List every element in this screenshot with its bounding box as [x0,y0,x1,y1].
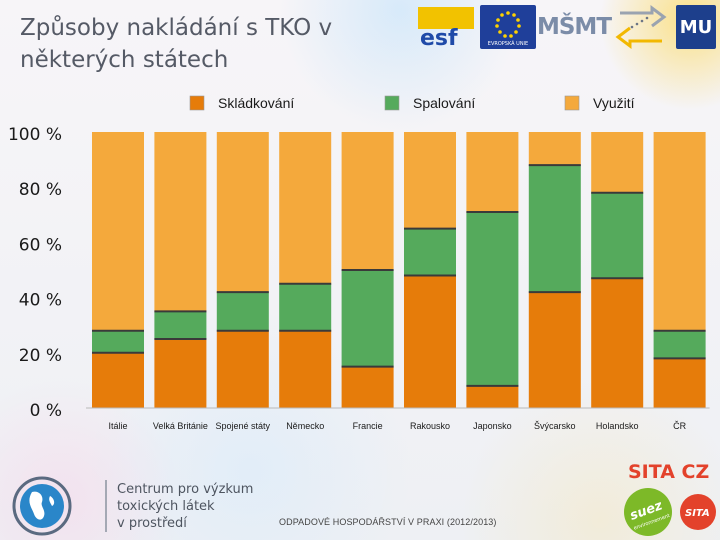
slide-title-line-1: Způsoby nakládání s TKO v [20,15,333,41]
bar-segment-0-1 [154,339,207,408]
bar-segment-1-7 [528,165,581,293]
bar-segment-2-9 [653,132,706,331]
globe-icon [12,476,72,536]
legend-label-0: Skládkování [218,95,294,111]
bar-segment-2-2 [216,132,269,293]
bar-segment-2-3 [279,132,332,284]
eu-stars-icon [495,11,521,38]
x-tick-label: Itálie [108,421,127,431]
bar-segment-0-2 [216,330,269,408]
y-tick-label: 100 % [8,125,62,145]
legend-swatch-0 [189,95,205,111]
suez-logo-circle [624,488,672,536]
bar-segment-2-5 [404,132,456,229]
bar-segment-1-6 [466,212,519,386]
university-logo-text: MU [679,16,713,38]
slide-title-line-2: některých státech [20,47,229,73]
op-logo [612,5,670,49]
x-axis-labels: Itálie Velká Británie Spojené státy Německo… [108,421,686,431]
msmt-logo: MŠMT [537,5,612,49]
sita-logo-name: SITA CZ [628,461,709,483]
bar-segment-1-4 [341,270,394,367]
legend-label-2: Využití [593,95,635,111]
bar-segment-0-9 [653,358,706,408]
bar-segment-2-0 [92,132,144,331]
sita-badge-circle [680,494,716,530]
x-tick-label: Holandsko [596,421,639,431]
y-tick-label: 60 % [19,235,62,255]
y-tick-label: 20 % [19,346,62,366]
y-tick-label: 0 % [30,401,62,421]
chart-svg: Skládkování Spalování Využití 0 % 20 % 40 % 6… [8,95,710,431]
x-tick-label: Rakousko [410,421,450,431]
slide-title: Způsoby nakládání s TKO v některých stát… [20,12,400,76]
chart-legend: Skládkování Spalování Využití [189,95,635,111]
bar-segment-0-4 [341,366,394,408]
bar-segment-1-0 [92,330,144,353]
bar-segment-2-8 [591,132,644,193]
bar-segment-1-3 [279,283,332,331]
header-logos: esf EVROPSKÁ UNIE MŠMT MU [418,2,718,52]
centre-logo-line-3: v prostředí [117,516,187,531]
centre-logo-line-2: toxických látek [117,499,215,514]
x-tick-label: Velká Británie [153,421,208,431]
stacked-bar-chart: Skládkování Spalování Využití 0 % 20 % 40 % 6… [0,88,720,438]
eu-caption: EVROPSKÁ UNIE [487,41,529,47]
msmt-logo-text: MŠMT [536,14,612,40]
legend-label-1: Spalování [413,95,475,111]
bar-segment-0-0 [92,352,144,408]
bar-segment-0-3 [279,330,332,408]
bar-segment-1-9 [653,330,706,359]
university-logo: MU [676,5,716,49]
centre-logo-line-1: Centrum pro výzkum [117,482,254,497]
x-tick-label: Japonsko [473,421,512,431]
centre-logo-graphic [12,476,107,536]
y-tick-label: 80 % [19,180,62,200]
bar-segment-0-7 [528,292,581,408]
x-tick-label: Německo [286,421,324,431]
esf-logo: esf [418,5,474,49]
bar-segment-0-8 [591,278,644,408]
legend-swatch-1 [384,95,400,111]
x-tick-label: ČR [673,421,686,431]
sita-logo: SITA CZ suez environnement SITA [624,461,716,536]
x-tick-label: Spojené státy [216,421,271,431]
bar-segment-2-7 [528,132,581,166]
x-tick-label: Švýcarsko [534,421,576,431]
bar-segment-1-8 [591,192,644,279]
bar-segment-2-6 [466,132,519,213]
chart-bars [86,132,710,409]
bar-segment-1-1 [154,311,207,339]
bar-segment-0-6 [466,385,519,408]
esf-logo-text: esf [420,26,458,49]
bar-segment-2-4 [341,132,394,270]
slide-footer: ODPADOVÉ HOSPODÁŘSTVÍ V PRAXI (2012/2013… [279,517,497,527]
legend-swatch-2 [564,95,580,111]
y-tick-label: 40 % [19,291,62,311]
op-arrows-icon [615,5,667,49]
x-tick-label: Francie [353,421,383,431]
bar-segment-1-2 [216,292,269,331]
centre-logo-text: Centrum pro výzkum toxických látek v pro… [117,481,277,532]
bar-segment-2-1 [154,132,207,312]
esf-logo-graphic: esf [418,7,474,49]
sita-badge-text: SITA [685,508,710,519]
bar-segment-0-5 [404,275,456,408]
y-axis-ticks: 0 % 20 % 40 % 60 % 80 % 100 % [8,125,62,421]
bar-segment-1-5 [404,228,456,276]
eu-flag-logo: EVROPSKÁ UNIE [480,5,536,49]
